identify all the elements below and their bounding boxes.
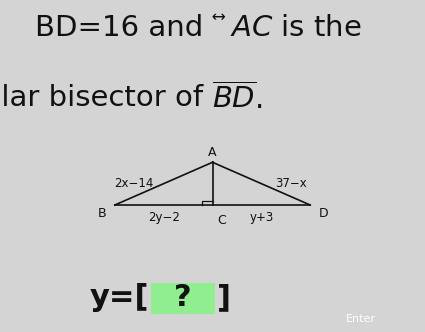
Text: BD=16 and: BD=16 and: [35, 14, 212, 42]
Text: ]: ]: [217, 283, 231, 312]
Text: A: A: [208, 146, 217, 159]
Text: B: B: [98, 207, 106, 219]
Text: y+3: y+3: [249, 211, 274, 224]
Text: ?: ?: [174, 283, 192, 312]
Text: perpendicular bisector of: perpendicular bisector of: [0, 84, 212, 113]
Text: $\overline{BD}$.: $\overline{BD}$.: [212, 82, 263, 115]
Text: 2y−2: 2y−2: [148, 211, 179, 224]
Text: C: C: [217, 214, 226, 227]
Text: $\overleftrightarrow{AC}$ is the: $\overleftrightarrow{AC}$ is the: [212, 14, 362, 42]
Text: D: D: [319, 207, 329, 219]
Text: y=[: y=[: [89, 283, 149, 312]
Text: 37−x: 37−x: [275, 177, 307, 190]
FancyBboxPatch shape: [151, 283, 215, 314]
Text: 2x−14: 2x−14: [114, 177, 153, 190]
Text: Enter: Enter: [346, 314, 376, 324]
